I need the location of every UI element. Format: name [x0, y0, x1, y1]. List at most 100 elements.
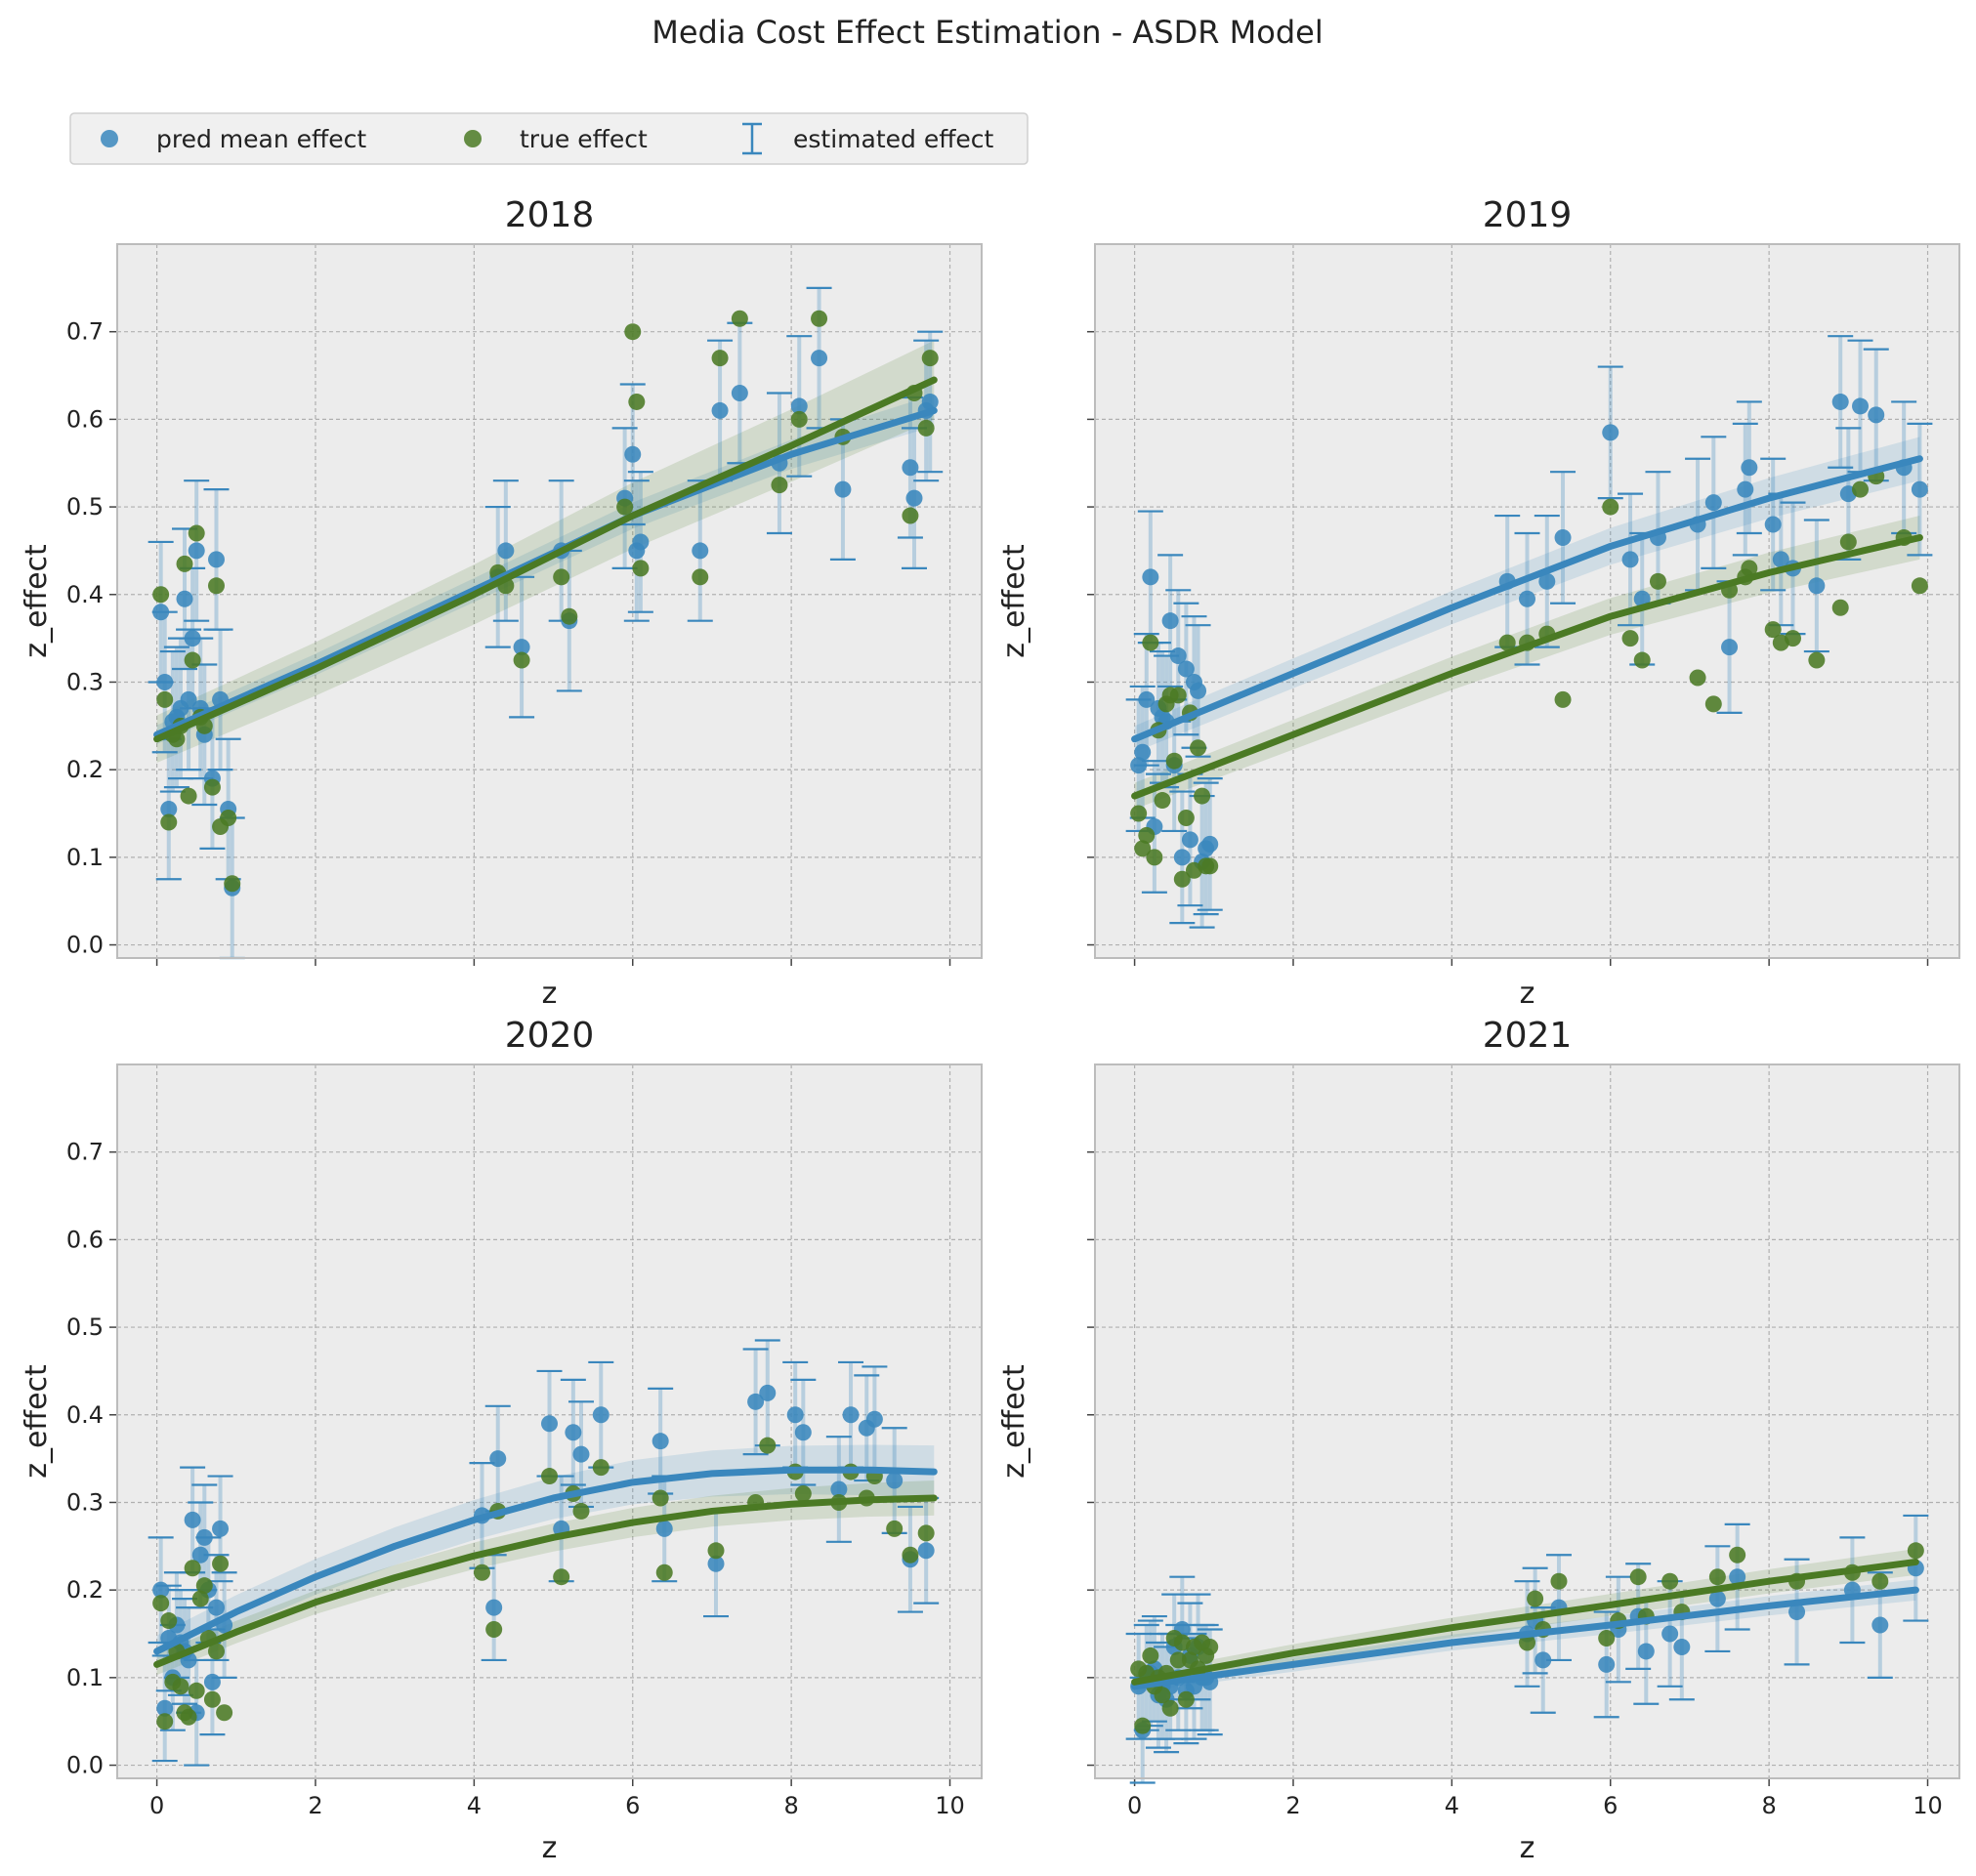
point-pred: [1721, 639, 1739, 656]
point-pred: [160, 801, 178, 818]
plot-frame: [116, 1063, 983, 1779]
point-pred: [188, 542, 205, 560]
point-true: [152, 1595, 170, 1612]
point-true: [216, 1704, 233, 1722]
x-axis-label: z: [1520, 977, 1535, 1011]
point-true: [184, 1560, 201, 1577]
point-true: [473, 1563, 490, 1581]
fit-line-true: [153, 1494, 938, 1668]
point-pred: [1708, 1590, 1726, 1607]
point-true: [160, 813, 178, 831]
point-true: [1146, 849, 1163, 866]
point-true: [195, 1577, 213, 1595]
point-true: [1134, 840, 1152, 857]
point-true: [1177, 809, 1195, 826]
x-tick-label: 2: [1285, 1792, 1300, 1819]
point-true: [1134, 1717, 1152, 1734]
x-tick-label: 0: [1127, 1792, 1142, 1819]
point-true: [811, 310, 828, 327]
point-true: [652, 1489, 669, 1507]
point-pred: [1554, 528, 1572, 546]
point-true: [485, 1621, 503, 1639]
point-true: [160, 1612, 178, 1630]
point-pred: [902, 459, 919, 477]
point-pred: [497, 542, 515, 560]
point-pred: [565, 1424, 582, 1441]
point-true: [1142, 1647, 1159, 1664]
point-true: [1808, 651, 1826, 669]
point-true: [628, 393, 646, 410]
point-true: [203, 1690, 221, 1708]
subplot-2021: 0 2 4 6 8 10 2021 z z_effect: [997, 1016, 1960, 1865]
legend-label-est: estimated effect: [793, 125, 994, 153]
fit-line-pred: [153, 1466, 938, 1655]
point-true: [1621, 630, 1639, 647]
plot-frame: [1094, 1063, 1960, 1779]
point-true: [1764, 621, 1782, 639]
x-tick-label: 6: [625, 1792, 640, 1819]
point-pred: [1741, 459, 1758, 477]
point-pred: [176, 590, 193, 607]
point-true: [212, 1555, 230, 1572]
point-true: [902, 507, 919, 524]
point-true: [632, 560, 650, 577]
point-pred: [1201, 835, 1219, 853]
point-pred: [1764, 516, 1782, 533]
point-pred: [624, 445, 642, 463]
point-true: [1661, 1572, 1679, 1590]
point-true: [1161, 1699, 1179, 1717]
confidence-band-pred: [156, 395, 935, 744]
point-pred: [794, 1424, 812, 1441]
point-true: [731, 310, 748, 327]
y-tick-label: 0.5: [66, 493, 104, 521]
point-pred: [195, 1528, 213, 1546]
point-pred: [1661, 1625, 1679, 1643]
point-true: [191, 1590, 209, 1607]
subplot-title: 2021: [1483, 1016, 1573, 1056]
point-pred: [692, 542, 709, 560]
point-true: [1633, 651, 1651, 669]
x-axis-label: z: [1520, 1831, 1535, 1865]
point-true: [1201, 857, 1219, 875]
point-pred: [1911, 480, 1928, 498]
x-tick-label: 2: [308, 1792, 322, 1819]
fit-line-true: [153, 376, 938, 743]
point-true: [1598, 1629, 1616, 1647]
point-pred: [921, 393, 939, 410]
point-pred: [1598, 1655, 1616, 1673]
y-tick-label: 0.2: [66, 1576, 104, 1604]
plot-area: [117, 244, 982, 958]
point-pred: [811, 350, 828, 367]
point-pred: [1637, 1643, 1655, 1660]
point-pred: [731, 384, 748, 401]
point-true: [1130, 805, 1148, 822]
x-tick-label: 8: [783, 1792, 798, 1819]
point-pred: [489, 1450, 507, 1468]
point-pred: [1142, 568, 1159, 586]
point-true: [1629, 1568, 1647, 1586]
legend: pred mean effect true effect estimated e…: [69, 112, 1029, 165]
point-true: [886, 1520, 904, 1537]
point-true: [172, 1678, 189, 1695]
point-pred: [191, 1546, 209, 1563]
point-pred: [786, 1406, 804, 1424]
y-tick-label: 0.5: [66, 1313, 104, 1341]
figure-suptitle: Media Cost Effect Estimation - ASDR Mode…: [652, 14, 1323, 51]
point-true: [1154, 792, 1171, 810]
point-true: [561, 607, 578, 625]
point-pred: [834, 480, 852, 498]
point-pred: [180, 690, 197, 708]
confidence-band-true: [156, 340, 935, 763]
y-tick-label: 0.0: [66, 932, 104, 959]
point-pred: [711, 401, 729, 419]
y-tick-label: 0.3: [66, 1488, 104, 1516]
point-pred: [1852, 397, 1870, 415]
x-tick-label: 4: [1445, 1792, 1459, 1819]
point-pred: [1130, 757, 1148, 774]
y-tick-label: 0.6: [66, 405, 104, 433]
point-true: [188, 524, 205, 542]
point-true: [692, 568, 709, 586]
point-pred: [1535, 1651, 1552, 1669]
point-true: [707, 1542, 725, 1560]
point-pred: [212, 1520, 230, 1537]
